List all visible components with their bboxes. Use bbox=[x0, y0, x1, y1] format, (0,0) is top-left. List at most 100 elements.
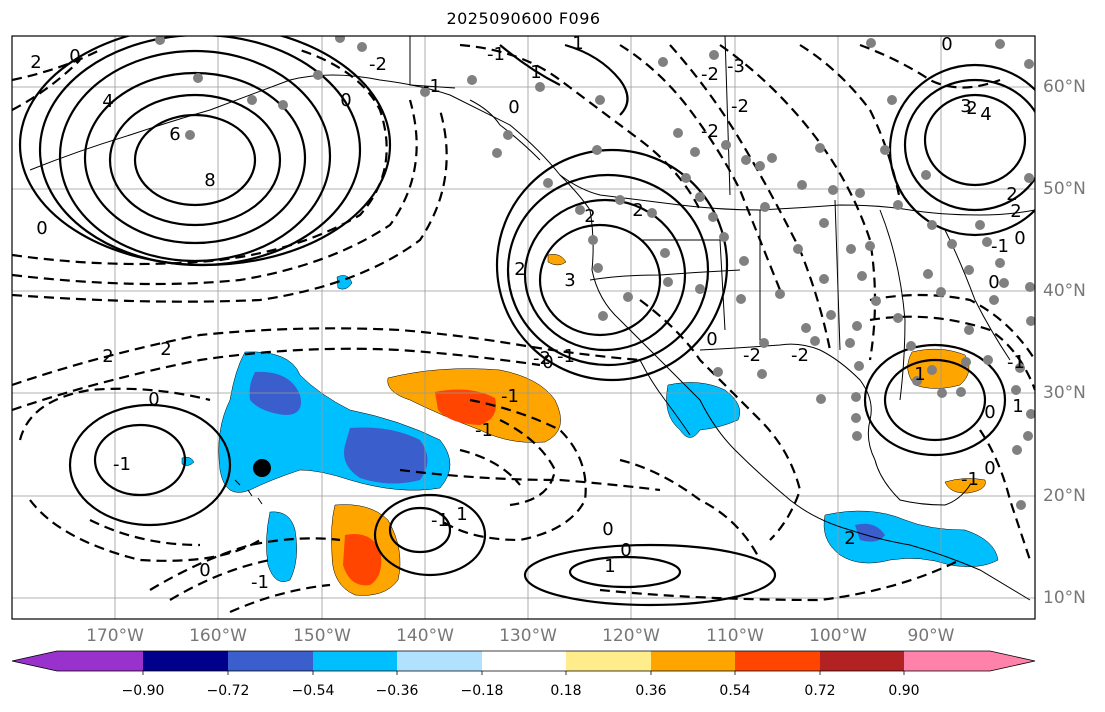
lon-label: 130°W bbox=[499, 626, 557, 646]
colorbar-tick-label: −0.36 bbox=[375, 683, 419, 699]
contour-label: 3 bbox=[564, 270, 575, 291]
lat-label: 50°N bbox=[1043, 179, 1086, 199]
contour-label: 2 bbox=[966, 98, 977, 119]
colorbar-tick-label: 0.36 bbox=[635, 683, 667, 699]
lat-label: 10°N bbox=[1043, 588, 1086, 608]
lon-label: 160°W bbox=[189, 626, 247, 646]
contour-label: 0 bbox=[941, 34, 952, 55]
colorbar-tick-label: 0.54 bbox=[719, 683, 751, 699]
contour-label: -2 bbox=[533, 348, 551, 369]
contour-label: 0 bbox=[340, 90, 351, 111]
lat-label: 20°N bbox=[1043, 486, 1086, 506]
colorbar-segment bbox=[482, 651, 566, 671]
colorbar-tick-label: 0.72 bbox=[804, 683, 836, 699]
contour-label: -3 bbox=[727, 56, 745, 77]
colorbar-segment bbox=[228, 651, 313, 671]
colorbar-segment bbox=[12, 651, 143, 671]
contour-label: 2 bbox=[584, 206, 595, 227]
lon-label: 170°W bbox=[86, 626, 144, 646]
contour-label: 0 bbox=[1014, 228, 1025, 249]
colorbar bbox=[11, 650, 1036, 675]
contour-label: 2 bbox=[1010, 201, 1021, 222]
contour-label: 1 bbox=[1012, 396, 1023, 417]
contour-label: 0 bbox=[508, 97, 519, 118]
contour-label: 0 bbox=[620, 540, 631, 561]
contour-label: 2 bbox=[30, 52, 41, 73]
map-frame bbox=[11, 35, 1036, 620]
contour-label: 0 bbox=[988, 272, 999, 293]
contour-label: 3 bbox=[960, 96, 971, 117]
contour-label: -2 bbox=[791, 345, 809, 366]
contour-label: -2 bbox=[369, 54, 387, 75]
contour-label: 0 bbox=[984, 458, 995, 479]
colorbar-segment bbox=[904, 651, 1035, 671]
lon-label: 150°W bbox=[293, 626, 351, 646]
colorbar-segment bbox=[735, 651, 820, 671]
contour-label: 0 bbox=[984, 402, 995, 423]
contour-label: 0 bbox=[706, 329, 717, 350]
contour-label: -2 bbox=[731, 96, 749, 117]
contour-label: -1 bbox=[251, 572, 269, 593]
contour-label: -2 bbox=[701, 64, 719, 85]
contour-label: 2 bbox=[1006, 184, 1017, 205]
contour-label: 0 bbox=[148, 389, 159, 410]
lat-label: 30°N bbox=[1043, 383, 1086, 403]
contour-labels: 2 0 0 8 6 4 0 -2 2 2 0 3 2 2 -1 -1 0 -1 … bbox=[30, 33, 1025, 593]
contour-label: 1 bbox=[530, 62, 541, 83]
contour-label: 1 bbox=[914, 364, 925, 385]
lat-label: 60°N bbox=[1043, 77, 1086, 97]
contour-label: 0 bbox=[542, 352, 553, 373]
contour-label: 2 bbox=[102, 346, 113, 367]
lon-label: 90°W bbox=[907, 626, 955, 646]
contour-label: -2 bbox=[701, 121, 719, 142]
colorbar-segment bbox=[143, 651, 228, 671]
contour-label: 1 bbox=[456, 504, 467, 525]
contour-label: -1 bbox=[501, 386, 519, 407]
lon-label: 100°W bbox=[809, 626, 867, 646]
colorbar-segment bbox=[313, 651, 397, 671]
colorbar-tick-label: −0.54 bbox=[291, 683, 335, 699]
contour-label: -1 bbox=[475, 420, 493, 441]
shaded-positive-regions bbox=[331, 254, 986, 596]
lon-label: 120°W bbox=[602, 626, 660, 646]
figure-title: 2025090600 F096 bbox=[446, 9, 601, 28]
contour-label: 2 bbox=[844, 528, 855, 549]
contour-label: -1 bbox=[487, 44, 505, 65]
contour-label: -1 bbox=[961, 469, 979, 490]
colorbar-tick-label: 0.18 bbox=[550, 683, 582, 699]
colorbar-tick-label: −0.18 bbox=[460, 683, 504, 699]
contour-label: 1 bbox=[604, 556, 615, 577]
contour-label: 1 bbox=[572, 33, 583, 54]
colorbar-segment bbox=[651, 651, 735, 671]
storm-center-marker bbox=[253, 459, 271, 477]
contour-label: -2 bbox=[743, 345, 761, 366]
contour-label: 8 bbox=[204, 170, 215, 191]
contour-label: -1 bbox=[423, 76, 441, 97]
contour-label: 2 bbox=[514, 259, 525, 280]
colorbar-segment bbox=[397, 651, 482, 671]
contour-label: 0 bbox=[69, 46, 80, 67]
contour-label: 4 bbox=[980, 104, 991, 125]
station-dots bbox=[155, 36, 1035, 510]
lon-label: 110°W bbox=[706, 626, 764, 646]
colorbar-tick-label: 0.90 bbox=[888, 683, 920, 699]
contour-label: -1 bbox=[431, 510, 449, 531]
colorbar-tick-label: −0.90 bbox=[121, 683, 165, 699]
lat-label: 40°N bbox=[1043, 281, 1086, 301]
contour-label: -1 bbox=[991, 236, 1009, 257]
contour-label: 4 bbox=[102, 91, 113, 112]
colorbar-segment bbox=[820, 651, 904, 671]
contour-label: 0 bbox=[199, 560, 210, 581]
contour-label: 2 bbox=[160, 339, 171, 360]
contour-label: 6 bbox=[169, 124, 180, 145]
contour-label: 2 bbox=[632, 200, 643, 221]
contour-label: 0 bbox=[602, 519, 613, 540]
lon-label: 140°W bbox=[396, 626, 454, 646]
colorbar-tick-label: −0.72 bbox=[206, 683, 250, 699]
contour-label: 0 bbox=[36, 218, 47, 239]
contour-label: -1 bbox=[113, 454, 131, 475]
colorbar-segment bbox=[566, 651, 651, 671]
contour-label: -1 bbox=[557, 346, 575, 367]
contour-label: -1 bbox=[1007, 352, 1025, 373]
